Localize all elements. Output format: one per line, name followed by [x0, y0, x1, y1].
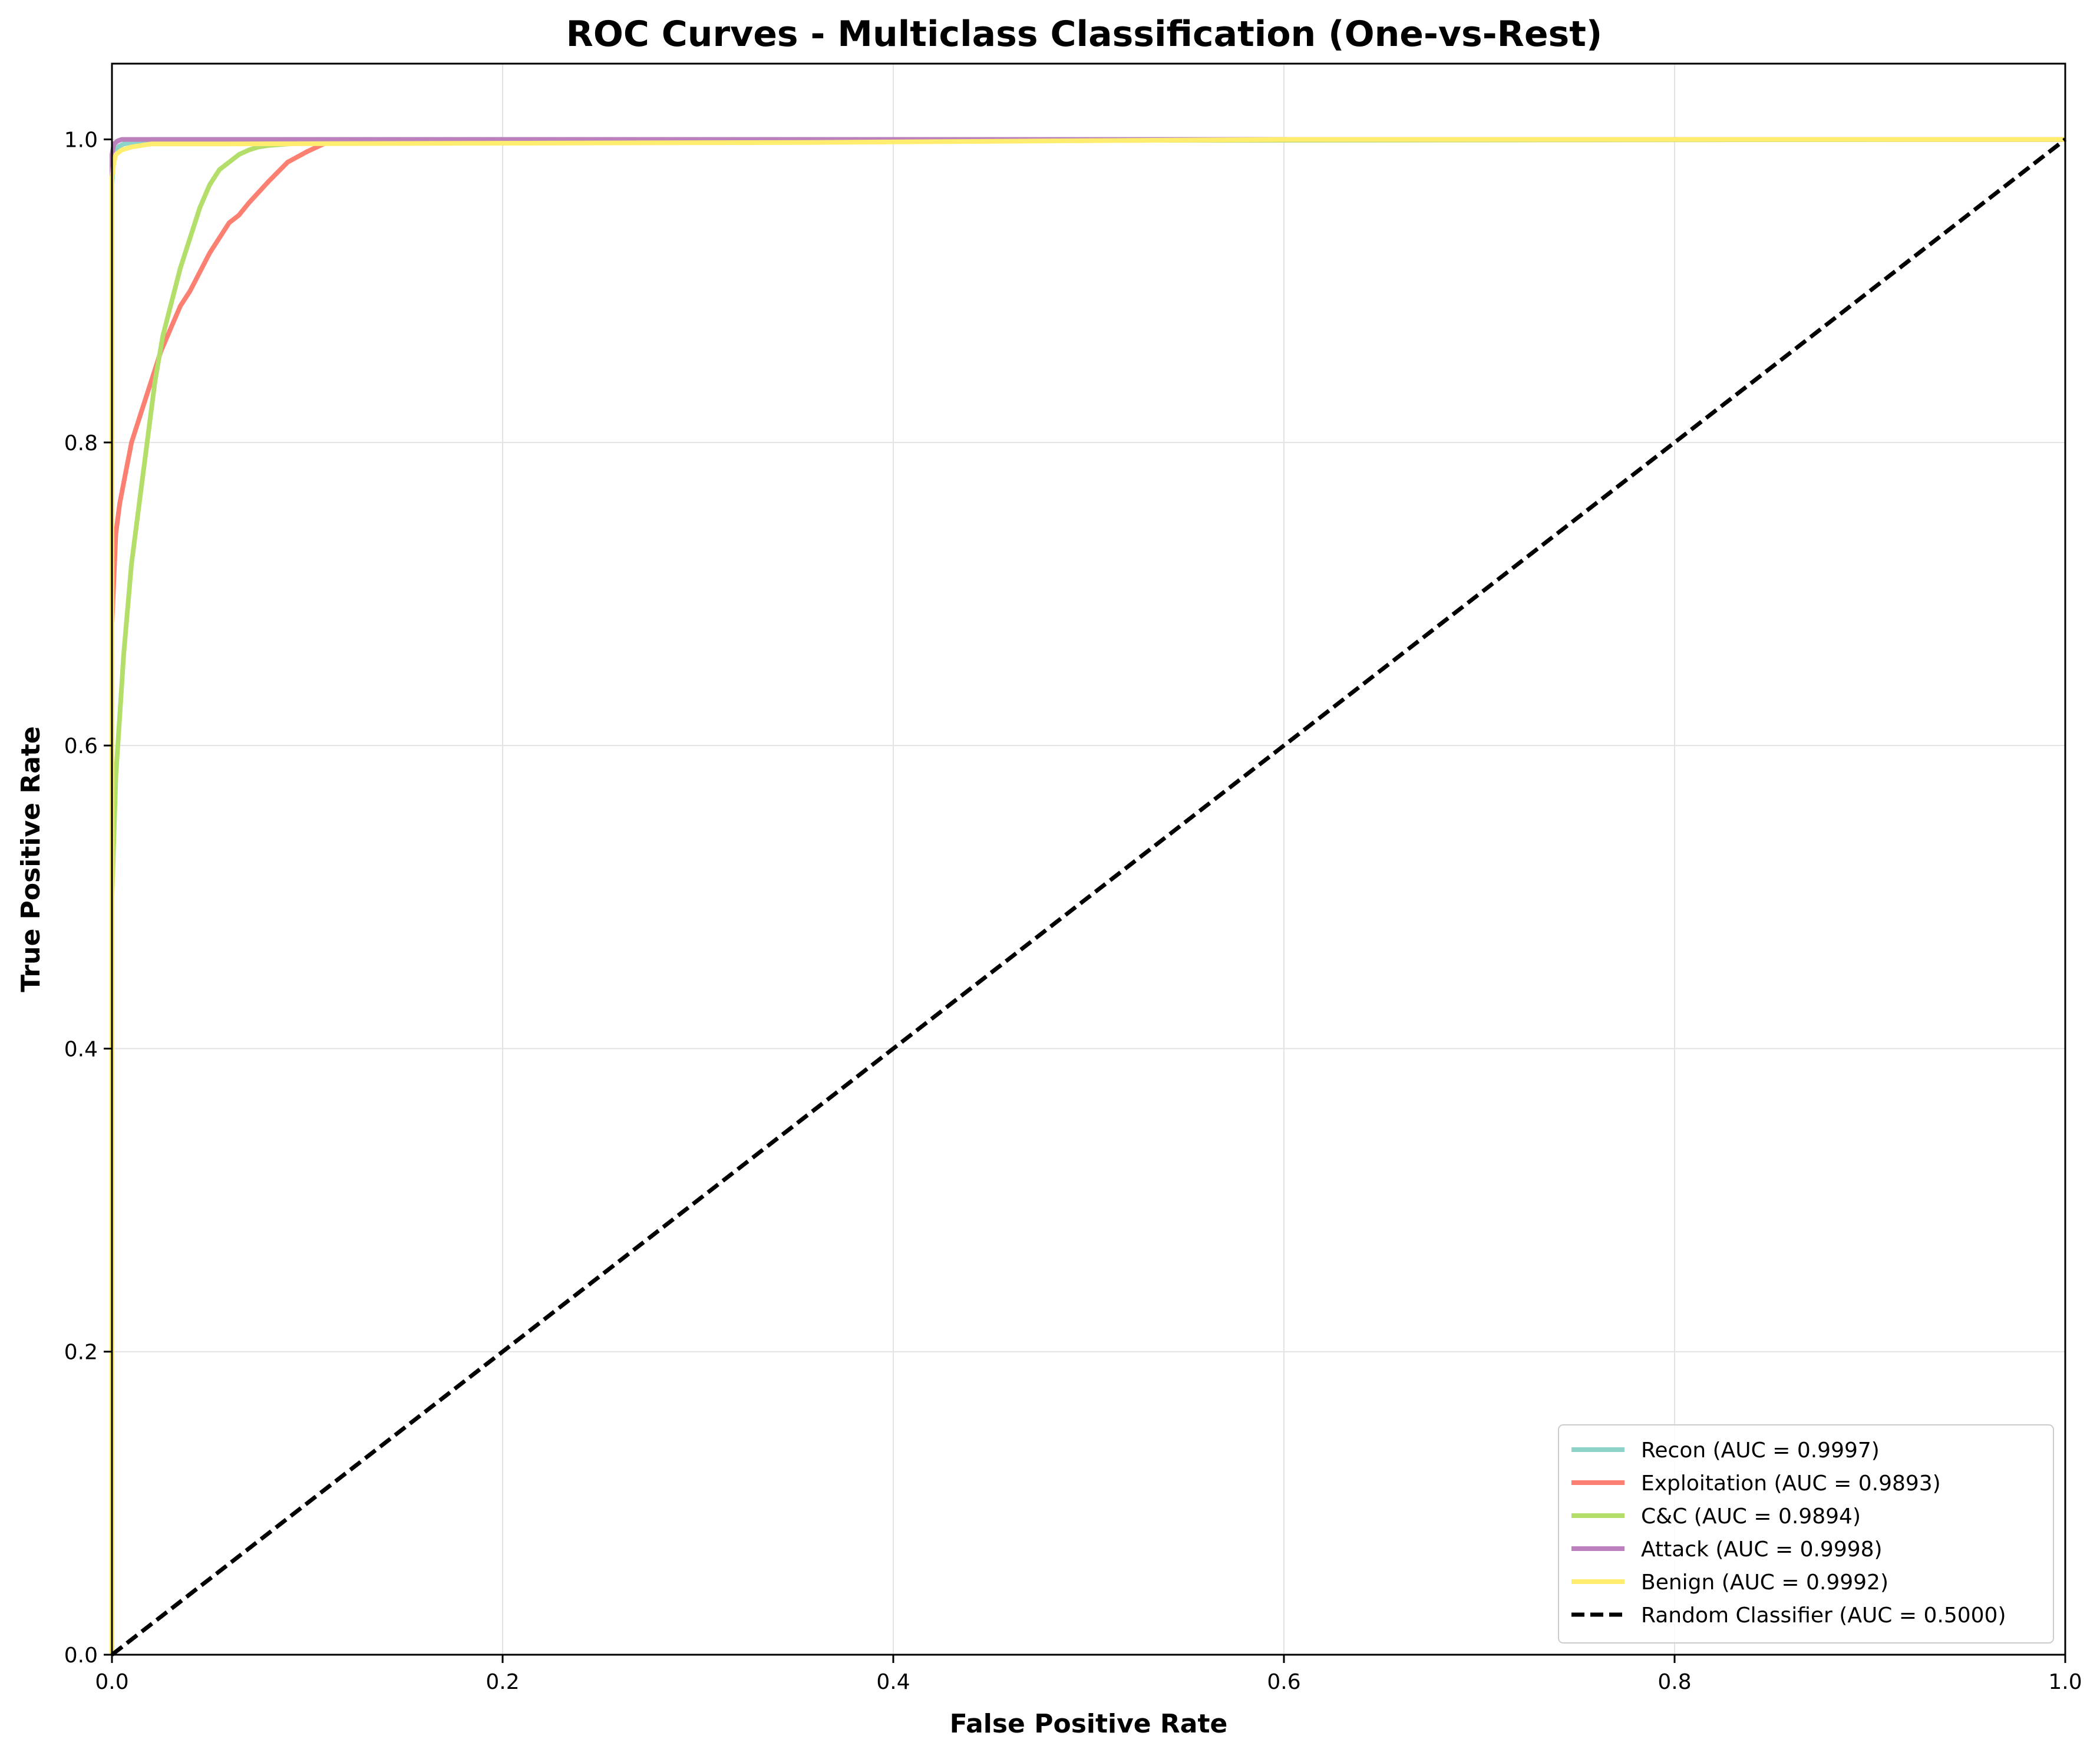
series-line-4 — [110, 137, 2065, 1655]
x-tick-label-3: 0.6 — [1267, 1670, 1300, 1694]
legend-label-4: Benign (AUC = 0.9992) — [1641, 1570, 1888, 1595]
x-tick-label-0: 0.0 — [95, 1670, 128, 1694]
y-tick-label-3: 0.6 — [64, 734, 98, 758]
y-tick-label-5: 1.0 — [64, 128, 98, 153]
x-tick-label-2: 0.4 — [876, 1670, 910, 1694]
legend-box — [1558, 1424, 2054, 1644]
legend-label-5: Random Classifier (AUC = 0.5000) — [1641, 1603, 2006, 1628]
x-tick-label-1: 0.2 — [486, 1670, 519, 1694]
grid — [111, 64, 2066, 1655]
legend-label-2: C&C (AUC = 0.9894) — [1641, 1504, 1861, 1529]
legend: Recon (AUC = 0.9997) Exploitation (AUC = … — [1558, 1424, 2054, 1644]
series-line-5 — [110, 137, 2067, 1656]
y-tick-label-0: 0.0 — [64, 1644, 98, 1668]
y-tick-label-1: 0.2 — [64, 1341, 98, 1365]
chart-title: ROC Curves - Multiclass Classification (… — [566, 14, 1603, 55]
x-tick-label-5: 1.0 — [2048, 1670, 2082, 1694]
x-axis-label: False Positive Rate — [950, 1709, 1228, 1739]
legend-label-0: Recon (AUC = 0.9997) — [1641, 1438, 1880, 1463]
axis-ticks: 0.0 0.2 0.4 0.6 0.8 1.0 0.0 0.2 0.4 0.6 0.8 1.0 — [64, 128, 2082, 1694]
legend-label-1: Exploitation (AUC = 0.9893) — [1641, 1471, 1941, 1496]
y-tick-label-4: 0.8 — [64, 431, 98, 456]
x-tick-label-4: 0.8 — [1657, 1670, 1691, 1694]
y-tick-label-2: 0.4 — [64, 1037, 98, 1061]
legend-label-3: Attack (AUC = 0.9998) — [1641, 1537, 1883, 1562]
plot-frame — [111, 62, 2066, 1656]
y-axis-label: True Positive Rate — [16, 726, 46, 992]
